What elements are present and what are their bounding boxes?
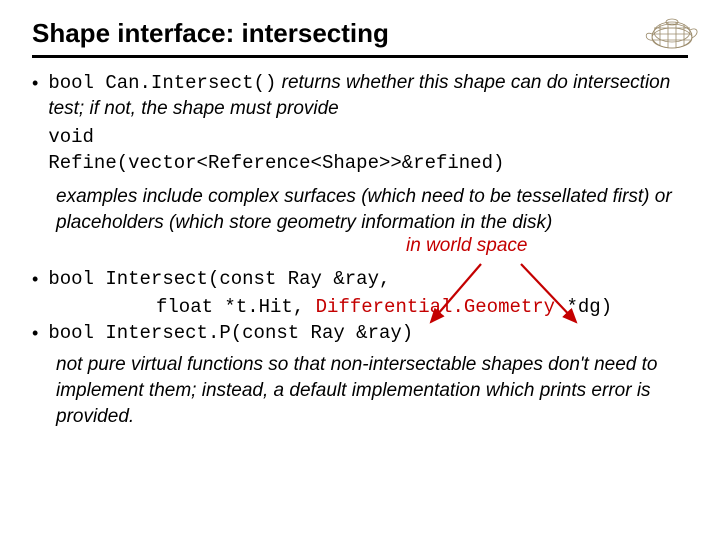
code-intersect-line1: bool Intersect(const Ray &ray, <box>48 268 390 290</box>
bullet-canintersect: • bool Can.Intersect() returns whether t… <box>32 70 688 176</box>
code-intersectp: bool Intersect.P(const Ray &ray) <box>48 322 413 344</box>
code-refine: Refine(vector<Reference<Shape>>&refined) <box>48 152 504 174</box>
bullet-dot: • <box>32 266 38 292</box>
bullet-dot: • <box>32 70 38 96</box>
world-space-annotation: in world space <box>406 233 527 259</box>
note-paragraph: not pure virtual functions so that non-i… <box>56 352 688 430</box>
teapot-icon <box>642 8 702 53</box>
examples-paragraph: examples include complex surfaces (which… <box>56 184 688 236</box>
code-canintersect: bool Can.Intersect() <box>48 72 276 94</box>
title-rule <box>32 55 688 58</box>
slide-title: Shape interface: intersecting <box>32 18 688 49</box>
bullet-body: bool Can.Intersect() returns whether thi… <box>48 70 688 176</box>
arrow-annotations <box>426 262 646 332</box>
examples-text: examples include complex surfaces (which… <box>56 186 672 233</box>
code-void: void <box>48 126 94 148</box>
bullet-dot: • <box>32 320 38 346</box>
code-intersect-line2a: float *t.Hit, <box>156 296 316 318</box>
